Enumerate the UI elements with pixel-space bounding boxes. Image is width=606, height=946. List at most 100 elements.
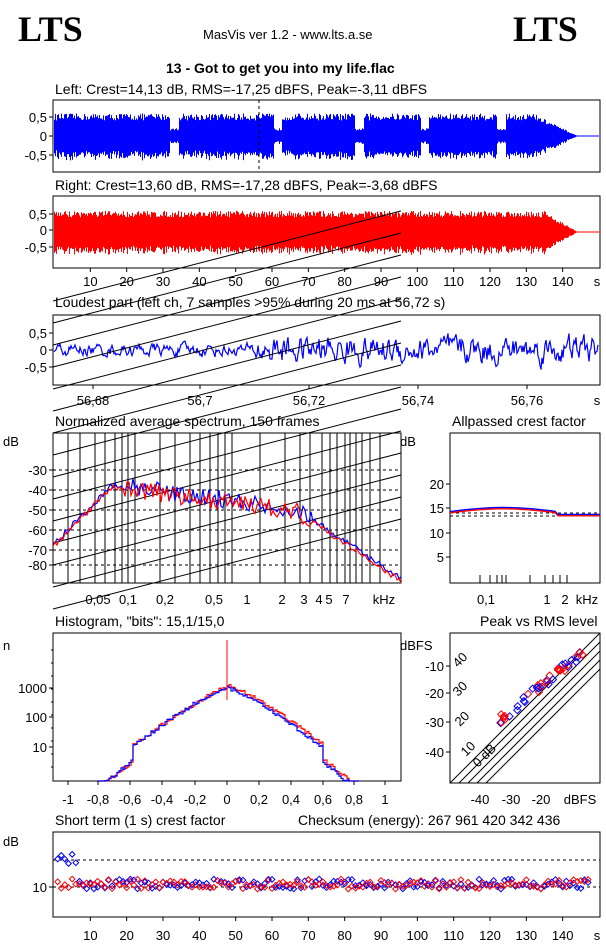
peakrms-point-42 — [575, 648, 585, 657]
app-title: MasVis ver 1.2 - www.lts.a.se — [203, 27, 373, 42]
shortterm-point-106-1 — [435, 885, 443, 893]
spectrum-xlabel-6: 3 — [300, 592, 307, 607]
shortterm-point-67-0 — [293, 876, 301, 884]
histogram-right — [97, 684, 359, 782]
shortterm-point-91-0 — [381, 884, 389, 892]
shortterm-point-14-0 — [101, 884, 109, 892]
shortterm-point-81-1 — [344, 885, 352, 893]
loudest-xlabel-4: 56,76 — [511, 393, 544, 408]
peakrms-title: Peak vs RMS level — [480, 613, 598, 629]
shortterm-point-78-1 — [333, 881, 341, 889]
spectrum-slope-1 — [52, 232, 402, 324]
allpass-xlabel-0: 0,1 — [477, 592, 495, 607]
spectrum-xlabel-7: 4 — [315, 592, 322, 607]
shortterm-point-81-0 — [344, 876, 352, 884]
shortterm-point-59-0 — [264, 875, 272, 883]
allpass-xunit: kHz — [576, 592, 598, 607]
wave-xlabel-4: 50 — [228, 274, 242, 289]
histogram-xlabel-6: 0,2 — [250, 792, 268, 807]
peakrms-diag-3 — [476, 659, 601, 784]
spectrum-xlabel-3: 0,5 — [205, 592, 223, 607]
histogram-xlabel-3: -0,4 — [151, 792, 173, 807]
wave-xlabel-13: 140 — [552, 274, 574, 289]
peakrms-xunit: dBFS — [564, 792, 597, 807]
wave-xlabel-9: 100 — [406, 274, 428, 289]
shortterm-point-11-1 — [90, 880, 98, 888]
shortterm-point-13-1 — [97, 880, 105, 888]
spectrum-slope-7 — [52, 364, 402, 456]
shortterm-point-106-0 — [435, 884, 443, 892]
track-title: 13 - Got to get you into my life.flac — [166, 60, 395, 76]
histogram-xlabel-9: 0,8 — [345, 792, 363, 807]
spectrum-slope-6 — [52, 342, 402, 434]
wave-xlabel-2: 30 — [156, 274, 170, 289]
shortterm-point-20-1 — [123, 884, 131, 892]
peakrms-diag-label-0: 40 — [450, 649, 471, 670]
shortterm-xlabel-10: 110 — [443, 928, 464, 943]
allpass-left-curve — [449, 506, 600, 516]
shortterm-point-3-1 — [61, 881, 69, 889]
peakrms-point-44 — [499, 712, 508, 721]
peakrms-point-31 — [567, 655, 576, 665]
shortterm-xlabel-2: 30 — [156, 928, 170, 943]
spectrum-slope-2 — [52, 254, 402, 346]
spectrum-ytick-1: -40 — [28, 483, 47, 498]
shortterm-point-82-0 — [348, 876, 356, 884]
shortterm-point-52-0 — [239, 876, 247, 884]
spectrum-ytick-3: -60 — [28, 523, 47, 538]
shortterm-point-33-1 — [170, 878, 178, 886]
right-frame — [52, 195, 601, 269]
peakrms-point-33 — [513, 705, 522, 715]
shortterm-point-69-1 — [301, 883, 309, 891]
shortterm-point-145-0 — [577, 884, 585, 892]
shortterm-xlabel-9: 100 — [406, 928, 428, 943]
shortterm-title: Short term (1 s) crest factor — [55, 812, 226, 828]
spectrum-slope-10 — [52, 430, 402, 522]
peakrms-point-28 — [537, 682, 547, 691]
peakrms-diag-label-2: 20 — [452, 708, 473, 729]
shortterm-point-111-1 — [453, 884, 461, 892]
shortterm-point-43-1 — [206, 883, 214, 891]
allpass-ytick-1: 15 — [430, 501, 444, 516]
allpass-right-curve — [449, 508, 600, 517]
histogram-ytick-2: 10 — [33, 740, 47, 755]
shortterm-point-23-1 — [134, 875, 142, 883]
histogram-xlabel-7: 0,4 — [282, 792, 300, 807]
shortterm-point-58-1 — [261, 883, 269, 891]
shortterm-point-49-0 — [228, 884, 236, 892]
peakrms-yunit: dBFS — [400, 638, 433, 653]
shortterm-point-5-1 — [68, 875, 76, 883]
spectrum-xunit: kHz — [373, 592, 395, 607]
spectrum-ytick-2: -50 — [28, 503, 47, 518]
histogram-xlabel-4: -0,2 — [184, 792, 206, 807]
shortterm-point-87-1 — [366, 878, 374, 886]
allpass-title: Allpassed crest factor — [452, 413, 586, 429]
spectrum-xlabel-4: 1 — [243, 592, 250, 607]
shortterm-point-24-1 — [137, 884, 145, 892]
shortterm-point-123-1 — [497, 882, 505, 890]
spectrum-slope-11 — [52, 452, 402, 544]
checksum: Checksum (energy): 267 961 420 342 436 — [298, 812, 561, 828]
peakrms-point-6 — [578, 650, 587, 659]
shortterm-point-6-0 — [72, 859, 80, 867]
wave-xlabel-10: 110 — [443, 274, 464, 289]
spectrum-slope-14 — [52, 518, 402, 610]
left-waveform — [54, 113, 578, 161]
allpass-yunit: dB — [400, 434, 416, 449]
wave-xlabel-0: 10 — [83, 274, 97, 289]
loudest-xunit: s — [594, 393, 601, 408]
allpass-ytick-3: 5 — [437, 550, 444, 565]
allpass-ytick-2: 10 — [430, 526, 444, 541]
peakrms-diag-label-1: 30 — [450, 678, 471, 699]
left-ytick-1: 0 — [40, 129, 47, 144]
shortterm-xlabel-12: 130 — [515, 928, 537, 943]
peakrms-point-4 — [553, 664, 563, 673]
shortterm-point-125-0 — [504, 875, 512, 883]
shortterm-point-130-1 — [522, 876, 530, 884]
wave-xlabel-7: 80 — [337, 274, 351, 289]
spectrum-slope-8 — [52, 386, 402, 478]
shortterm-point-58-0 — [261, 880, 269, 888]
shortterm-xunit: s — [594, 928, 601, 943]
shortterm-point-105-0 — [431, 876, 440, 884]
spectrum-slope-12 — [52, 474, 402, 566]
